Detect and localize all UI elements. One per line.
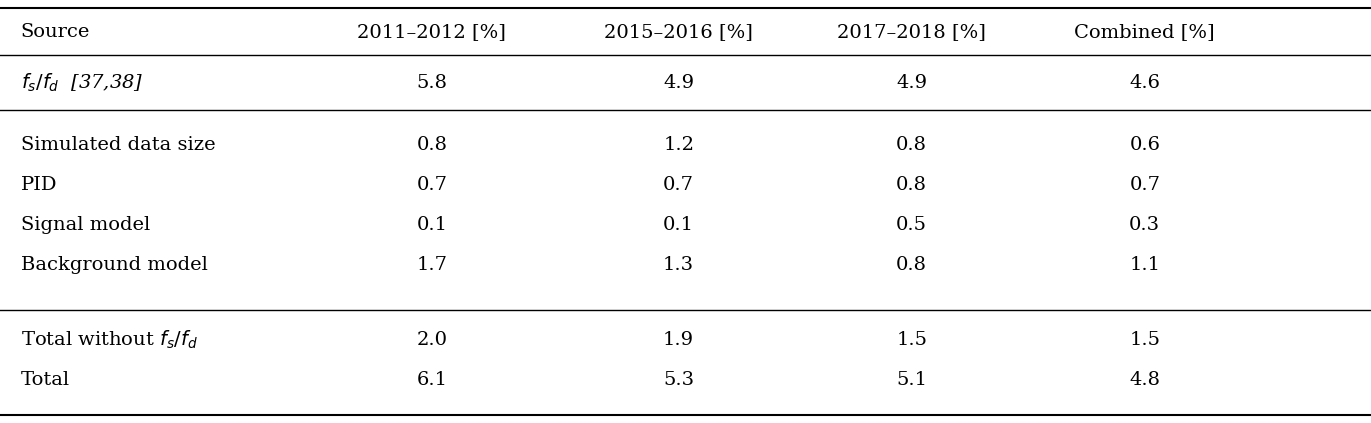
Text: Background model: Background model (21, 256, 207, 274)
Text: 0.1: 0.1 (664, 216, 694, 234)
Text: 0.6: 0.6 (1130, 136, 1160, 154)
Text: 1.2: 1.2 (664, 136, 694, 154)
Text: 1.5: 1.5 (1130, 331, 1160, 349)
Text: 1.9: 1.9 (664, 331, 694, 349)
Text: Combined [%]: Combined [%] (1075, 23, 1215, 41)
Text: 0.8: 0.8 (417, 136, 447, 154)
Text: 2017–2018 [%]: 2017–2018 [%] (838, 23, 986, 41)
Text: Simulated data size: Simulated data size (21, 136, 215, 154)
Text: 5.3: 5.3 (664, 371, 694, 389)
Text: 0.7: 0.7 (664, 176, 694, 194)
Text: 4.8: 4.8 (1130, 371, 1160, 389)
Text: 0.8: 0.8 (897, 256, 927, 274)
Text: 4.6: 4.6 (1130, 74, 1160, 92)
Text: 0.8: 0.8 (897, 176, 927, 194)
Text: 0.8: 0.8 (897, 136, 927, 154)
Text: 1.7: 1.7 (417, 256, 447, 274)
Text: PID: PID (21, 176, 58, 194)
Text: 1.1: 1.1 (1130, 256, 1160, 274)
Text: 4.9: 4.9 (897, 74, 927, 92)
Text: 2011–2012 [%]: 2011–2012 [%] (358, 23, 506, 41)
Text: Signal model: Signal model (21, 216, 149, 234)
Text: 4.9: 4.9 (664, 74, 694, 92)
Text: 5.1: 5.1 (897, 371, 927, 389)
Text: 6.1: 6.1 (417, 371, 447, 389)
Text: 2.0: 2.0 (417, 331, 447, 349)
Text: Total: Total (21, 371, 70, 389)
Text: 0.3: 0.3 (1130, 216, 1160, 234)
Text: 1.5: 1.5 (897, 331, 927, 349)
Text: 0.1: 0.1 (417, 216, 447, 234)
Text: Total without $f_s/f_d$: Total without $f_s/f_d$ (21, 329, 197, 351)
Text: 0.7: 0.7 (417, 176, 447, 194)
Text: 1.3: 1.3 (664, 256, 694, 274)
Text: 5.8: 5.8 (417, 74, 447, 92)
Text: 0.5: 0.5 (897, 216, 927, 234)
Text: 0.7: 0.7 (1130, 176, 1160, 194)
Text: $f_s/f_d$  [37,38]: $f_s/f_d$ [37,38] (21, 72, 143, 94)
Text: 2015–2016 [%]: 2015–2016 [%] (605, 23, 753, 41)
Text: Source: Source (21, 23, 90, 41)
